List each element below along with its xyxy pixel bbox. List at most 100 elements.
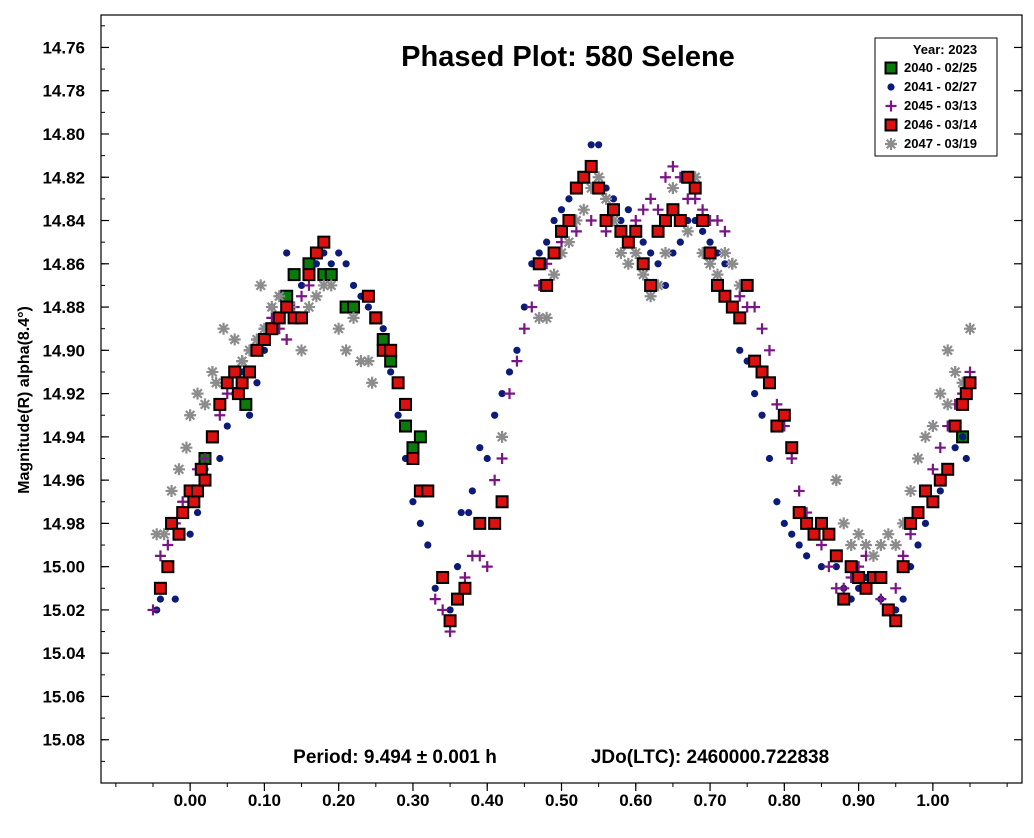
data-point (904, 484, 917, 497)
data-point (193, 508, 202, 517)
data-point (652, 204, 664, 216)
data-point (606, 203, 620, 217)
data-point (409, 498, 417, 506)
data-point (875, 593, 887, 605)
data-point (881, 603, 895, 617)
data-point (176, 506, 190, 520)
data-point (253, 379, 261, 387)
data-point (468, 487, 476, 495)
data-point (733, 279, 746, 292)
data-point (384, 343, 398, 357)
data-point (926, 420, 939, 433)
data-point (659, 171, 671, 183)
data-point (719, 225, 731, 237)
data-point (726, 257, 739, 270)
data-point (562, 236, 575, 249)
data-point (647, 249, 655, 257)
legend-marker (887, 83, 895, 91)
data-point (431, 584, 439, 592)
data-point (822, 527, 836, 541)
data-point (446, 606, 454, 614)
data-point (295, 311, 309, 325)
data-point (874, 570, 888, 584)
data-point (711, 215, 723, 227)
data-point (584, 159, 598, 173)
data-point (654, 260, 662, 268)
data-point (621, 235, 635, 249)
data-point (592, 181, 606, 195)
x-axis: 0.00 0.10 0.20 0.30 0.40 0.50 0.60 0.70 0.80 0.90… (115, 783, 1008, 810)
data-point (297, 281, 306, 290)
data-point (817, 563, 826, 571)
data-point (803, 552, 811, 560)
legend-box (874, 37, 998, 157)
data-point (614, 224, 628, 238)
data-point (882, 528, 895, 541)
data-point (150, 528, 163, 541)
data-point (904, 516, 918, 530)
data-point (934, 442, 946, 454)
data-point (669, 249, 677, 257)
data-point (465, 508, 473, 517)
data-point (376, 333, 390, 347)
data-point (287, 268, 301, 282)
data-point (296, 290, 308, 302)
data-point (325, 279, 338, 292)
data-point (391, 376, 405, 390)
legend-entry-label: 2047 - 03/19 (904, 136, 977, 151)
data-point (245, 411, 254, 419)
legend-marker (885, 100, 897, 112)
data-point (216, 454, 224, 463)
data-point (832, 563, 840, 571)
data-point (645, 193, 657, 205)
data-point (496, 452, 508, 464)
data-point (535, 249, 543, 257)
data-point (221, 388, 233, 400)
data-point (951, 444, 959, 452)
legend-marker (885, 138, 897, 150)
data-point (281, 334, 293, 346)
data-point (513, 346, 521, 354)
data-point (474, 550, 486, 562)
x-tick-label: 0.40 (471, 791, 504, 810)
data-point (644, 290, 657, 303)
data-point (748, 354, 762, 368)
x-tick-label: 0.60 (619, 791, 652, 810)
x-tick-label: 1.00 (916, 791, 949, 810)
data-point (302, 268, 316, 282)
data-point (347, 300, 361, 314)
data-point (243, 365, 257, 379)
data-point (194, 462, 208, 476)
data-point (254, 279, 267, 292)
data-point (406, 451, 420, 465)
epoch-label: JDo(LTC): 2460000.722838 (591, 747, 829, 768)
data-point (180, 441, 193, 454)
data-point (453, 563, 462, 571)
data-point (273, 290, 286, 303)
data-point (637, 204, 649, 216)
data-point (429, 593, 441, 605)
data-point (187, 495, 201, 509)
data-point (518, 323, 530, 335)
data-point (309, 246, 323, 260)
y-tick-label: 14.80 (42, 125, 85, 144)
data-point (914, 541, 922, 549)
data-point (958, 433, 967, 441)
data-point (312, 260, 320, 268)
data-point (644, 278, 658, 292)
data-point (867, 549, 880, 562)
data-point (600, 192, 613, 205)
data-point (933, 473, 947, 487)
data-point (548, 268, 561, 281)
y-tick-label: 14.86 (42, 255, 85, 274)
data-point (532, 257, 546, 271)
data-point (800, 516, 814, 530)
data-point (491, 411, 499, 419)
data-point (223, 422, 231, 430)
data-point (830, 474, 843, 487)
data-point (956, 376, 969, 389)
data-point (172, 463, 185, 476)
data-point (364, 303, 372, 311)
data-point (206, 365, 219, 378)
